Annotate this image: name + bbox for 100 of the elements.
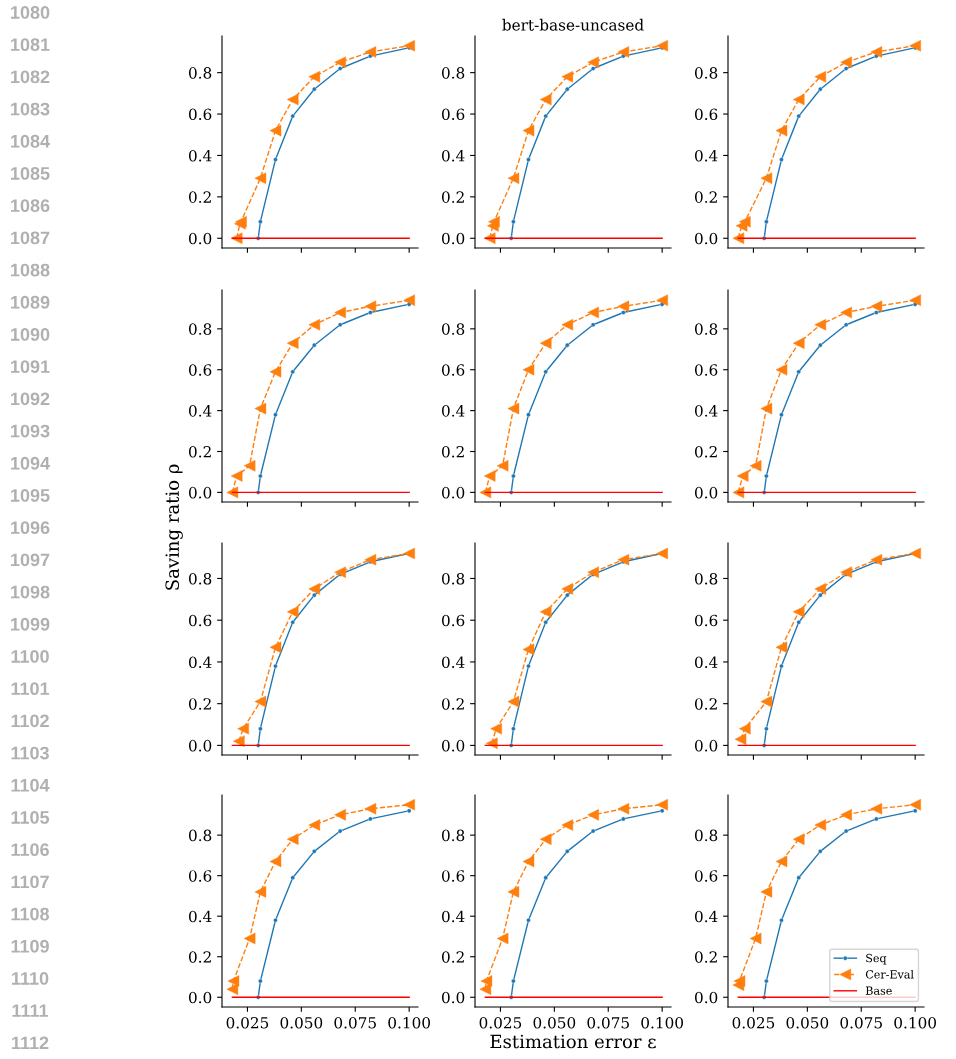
point bbox=[870, 300, 883, 313]
text: 1111 bbox=[12, 1004, 49, 1017]
text: 1082 bbox=[11, 70, 50, 84]
y-tick-label: 0.0 bbox=[441, 991, 465, 1004]
legend-label: Base bbox=[865, 986, 892, 995]
y-tick-label: 0.0 bbox=[188, 232, 212, 245]
text: 1109 bbox=[11, 939, 49, 953]
text: 1080 bbox=[11, 6, 50, 19]
point bbox=[814, 583, 827, 595]
text: 1099 bbox=[11, 617, 50, 631]
y-tick-label: 0.8 bbox=[188, 323, 212, 335]
y-tick-label: 0.4 bbox=[694, 656, 718, 668]
x-tick-label: 0.075 bbox=[840, 1016, 882, 1029]
text: 1102 bbox=[11, 714, 49, 728]
text: 1110 bbox=[12, 972, 49, 985]
point bbox=[656, 39, 668, 52]
text: 1088 bbox=[11, 263, 50, 277]
x-axis-title: Estimation error ε bbox=[490, 1034, 656, 1049]
y-tick-label: 0.2 bbox=[694, 445, 717, 458]
y-tick-label: 0.8 bbox=[441, 323, 465, 335]
y-tick-label: 0.6 bbox=[694, 364, 718, 376]
y-tick-label: 0.2 bbox=[188, 445, 211, 458]
text: 1101 bbox=[11, 682, 50, 696]
y-tick-label: 0.8 bbox=[441, 572, 465, 585]
point bbox=[334, 809, 346, 821]
y-tick-label: 0.4 bbox=[188, 656, 212, 668]
y-tick-label: 0.8 bbox=[694, 829, 718, 842]
y-tick-label: 0.2 bbox=[694, 698, 717, 710]
point bbox=[617, 803, 630, 815]
y-tick-label: 0.8 bbox=[188, 67, 212, 79]
text: 1112 bbox=[12, 1036, 49, 1050]
y-tick-label: 0.0 bbox=[694, 739, 718, 752]
y-tick-label: 0.6 bbox=[694, 108, 718, 121]
y-tick-label: 0.8 bbox=[694, 572, 718, 585]
x-tick-label: 0.050 bbox=[786, 1016, 829, 1029]
y-tick-label: 0.2 bbox=[441, 698, 464, 710]
point bbox=[479, 983, 492, 995]
y-tick-label: 0.0 bbox=[188, 739, 212, 752]
y-tick-label: 0.6 bbox=[694, 614, 718, 627]
text: 1097 bbox=[11, 553, 50, 567]
point bbox=[254, 172, 267, 184]
point bbox=[840, 809, 852, 821]
point bbox=[909, 798, 921, 811]
y-tick-label: 0.6 bbox=[188, 614, 212, 627]
y-tick-label: 0.0 bbox=[694, 991, 718, 1004]
text: 1094 bbox=[11, 456, 50, 470]
text: 1087 bbox=[11, 231, 50, 245]
text: 1096 bbox=[11, 521, 50, 535]
point bbox=[617, 300, 630, 313]
point bbox=[656, 294, 668, 306]
y-tick-label: 0.4 bbox=[694, 149, 718, 162]
legend-label: Cer-Eval bbox=[865, 969, 914, 979]
text: 1106 bbox=[11, 843, 49, 857]
y-tick-label: 0.4 bbox=[441, 149, 465, 162]
y-tick-label: 0.2 bbox=[441, 191, 464, 203]
x-tick-label: 0.075 bbox=[587, 1016, 629, 1029]
point bbox=[775, 363, 788, 376]
x-tick-label: 0.050 bbox=[280, 1016, 323, 1029]
y-tick-label: 0.6 bbox=[188, 108, 212, 121]
point bbox=[909, 39, 921, 52]
text: 1090 bbox=[11, 328, 50, 341]
y-tick-label: 0.4 bbox=[188, 910, 212, 923]
x-tick-label: 0.025 bbox=[732, 1016, 775, 1029]
text: 1108 bbox=[11, 907, 50, 921]
y-tick-label: 0.0 bbox=[694, 232, 718, 245]
point bbox=[364, 803, 377, 815]
text: 1084 bbox=[11, 134, 50, 148]
x-tick-label: 0.025 bbox=[479, 1016, 522, 1029]
y-tick-label: 0.4 bbox=[441, 405, 465, 417]
y-tick-label: 0.4 bbox=[188, 405, 212, 417]
y-tick-label: 0.4 bbox=[188, 149, 212, 162]
text: 1085 bbox=[11, 167, 50, 180]
point bbox=[334, 56, 346, 69]
x-tick-label: 0.100 bbox=[894, 1016, 937, 1029]
text: 1083 bbox=[11, 102, 50, 116]
point bbox=[561, 318, 574, 331]
point bbox=[814, 318, 827, 331]
y-tick-label: 0.2 bbox=[188, 191, 211, 203]
y-tick-label: 0.8 bbox=[188, 572, 212, 585]
y-tick-label: 0.0 bbox=[441, 232, 465, 245]
y-tick-label: 0.8 bbox=[441, 829, 465, 842]
point bbox=[814, 71, 827, 83]
point bbox=[587, 566, 599, 578]
y-tick-label: 0.6 bbox=[441, 614, 465, 627]
y-tick-label: 0.4 bbox=[441, 910, 465, 923]
point bbox=[237, 722, 249, 735]
y-tick-label: 0.0 bbox=[694, 486, 718, 499]
y-tick-label: 0.4 bbox=[694, 910, 718, 923]
point bbox=[870, 553, 883, 566]
y-tick-label: 0.0 bbox=[441, 739, 465, 752]
text: 1098 bbox=[11, 585, 50, 599]
text: 1091 bbox=[11, 360, 50, 374]
legend-label: Seq bbox=[866, 953, 887, 965]
y-tick-label: 0.8 bbox=[188, 829, 212, 842]
y-tick-label: 0.2 bbox=[188, 698, 211, 710]
y-tick-label: 0.6 bbox=[188, 364, 212, 376]
y-tick-label: 0.8 bbox=[694, 323, 718, 335]
y-tick-label: 0.4 bbox=[694, 405, 718, 417]
y-tick-label: 0.2 bbox=[694, 191, 717, 203]
y-tick-label: 0.2 bbox=[441, 445, 464, 458]
